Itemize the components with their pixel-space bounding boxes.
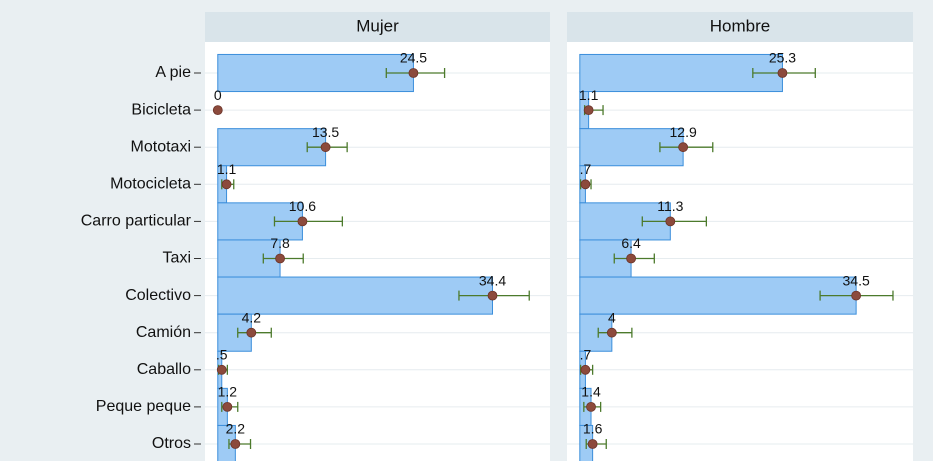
y-tick-label: Mototaxi [131,138,191,155]
data-label: 24.5 [400,50,427,66]
panel-title: Hombre [710,16,770,35]
bar [217,53,414,93]
point [212,105,223,115]
data-label: 1.1 [217,161,237,177]
y-tick-label: Colectivo [125,287,191,304]
y-tick-label: Caballo [137,361,191,378]
data-label: 34.4 [479,272,506,288]
point [580,179,591,190]
point [587,439,598,449]
y-tick-label: Bicicleta [131,101,191,118]
point [580,364,591,375]
data-label: 4 [608,309,616,325]
data-label: 0 [214,87,222,103]
data-label: 1.4 [581,384,601,400]
data-label: 11.3 [657,198,683,214]
data-label: 13.5 [312,124,339,140]
point [487,290,498,301]
point [222,401,233,412]
data-label: 7.8 [270,235,290,251]
y-tick-label: A pie [155,64,191,81]
point [851,290,862,301]
point [777,68,788,78]
point [678,142,689,153]
point [626,253,636,264]
y-tick-label: Peque peque [96,398,191,415]
point [408,68,419,78]
point [320,142,331,153]
y-tick-label: Camión [136,324,191,341]
point [216,364,227,375]
y-tick-label: Carro particular [81,213,192,230]
point [297,216,308,227]
data-label: .7 [580,347,592,363]
error-bar [273,216,344,227]
data-label: 4.2 [242,309,262,325]
y-tick-label: Taxi [163,250,191,267]
data-label: 6.4 [621,235,641,251]
point [665,216,676,227]
bar [579,313,613,352]
bar [217,276,493,315]
y-tick-label: Motocicleta [110,176,191,193]
data-label: 10.6 [289,198,316,214]
point [221,179,232,190]
point [246,327,257,338]
bar [579,276,857,315]
data-label: 25.3 [769,50,796,66]
data-label: 1.1 [579,87,599,103]
point [583,105,594,115]
strip-header [567,12,913,42]
strip-header [205,12,550,42]
data-label: 12.9 [670,124,697,140]
data-label: .5 [216,347,228,363]
point [586,401,596,412]
point [606,327,617,338]
data-label: .7 [580,161,592,177]
bar [579,53,783,93]
point [275,253,285,264]
y-tick-label: Otros [152,435,191,452]
data-label: 34.5 [843,272,870,288]
data-label: 1.2 [218,384,238,400]
point [230,439,241,449]
data-label: 2.2 [226,421,246,437]
data-label: 1.6 [583,421,603,437]
panel-title: Mujer [356,16,399,35]
